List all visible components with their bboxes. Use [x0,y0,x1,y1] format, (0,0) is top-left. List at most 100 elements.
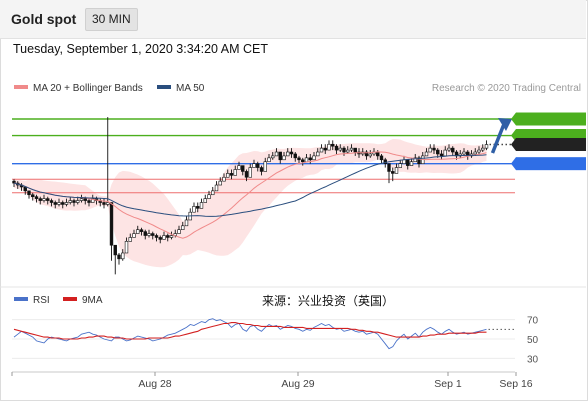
legend-swatch [14,85,28,89]
candle-body [68,200,72,203]
source-annotation: 来源：兴业投资（英国） [262,293,394,308]
level-tag-pointer [511,112,516,126]
candle-body [83,198,87,201]
candle-body [259,167,264,172]
level-tag-pointer [511,129,516,143]
level-tag-resistance [516,112,586,126]
candle-body [308,157,312,161]
candle-body [154,235,159,238]
candle-body [484,144,489,149]
candle-body [301,159,305,163]
candle-body [439,153,444,157]
candle-body [128,237,132,242]
candle-body [334,145,339,151]
candle-body [42,198,46,201]
candle-body [87,200,91,203]
candle-body [162,235,166,240]
candle-body [402,159,406,164]
candle-body [436,149,440,155]
candle-body [64,202,69,205]
candle-body [109,202,114,246]
level-tag-last [516,138,586,152]
candle-body [409,161,414,166]
candle-body [323,147,327,151]
rsi-legend-swatch [63,297,77,301]
candle-body [248,167,252,178]
legend-label: MA 50 [176,83,205,94]
candle-body [424,151,429,157]
candle-body [252,163,256,168]
candle-body [443,149,447,157]
candle-body [49,200,54,203]
candle-body [481,147,485,151]
candle-body [271,155,275,159]
candle-body [256,163,260,168]
candle-body [121,252,125,260]
candle-body [297,157,301,161]
bollinger-band-fill [14,139,487,268]
candle-body [79,198,84,201]
candle-body [23,186,27,192]
x-tick-label: Aug 28 [138,378,171,390]
candle-body [473,151,477,155]
candle-body [61,202,65,205]
timestamp: Tuesday, September 1, 2020 3:34:20 AM CE… [13,42,269,56]
candle-body [391,171,395,174]
candle-body [27,190,31,196]
candle-body [147,233,151,236]
candle-body [106,202,110,205]
x-tick-label: Aug 29 [281,378,314,390]
candle-body [383,159,387,164]
candle-body [432,147,436,151]
candle-body [46,198,50,201]
candle-body [124,241,129,254]
candle-body [413,157,417,163]
candle-body [12,180,16,184]
candle-body [91,198,95,203]
rsi-legend-label: RSI [33,295,50,306]
candle-body [207,194,211,199]
candle-body [394,167,399,174]
candle-body [229,173,234,176]
rsi-tick-label: 50 [527,335,539,346]
candle-body [233,169,237,176]
candle-body [214,184,219,192]
instrument-title: Gold spot [11,11,77,27]
rsi-legend-label: 9MA [82,295,103,306]
candle-body [192,206,196,213]
candle-body [406,159,410,166]
candle-body [312,155,316,161]
candle-body [428,147,432,153]
candle-body [331,143,335,147]
candle-body [211,190,215,196]
candle-body [237,165,241,170]
forecast-arrow-head [498,118,512,132]
candle-body [53,202,57,205]
candle-body [349,147,354,151]
candle-body [226,173,230,178]
candle-body [184,219,189,227]
candle-body [218,180,222,186]
candle-body [203,198,207,203]
candle-body [342,147,346,153]
candle-body [368,153,372,157]
candle-body [278,151,282,161]
level-tag-pointer [511,157,516,171]
candle-body [241,165,245,172]
candle-body [293,153,297,159]
candle-body [346,149,350,153]
candle-body [34,196,39,199]
candle-body [376,151,380,157]
candle-body [379,155,384,161]
candle-body [38,198,42,201]
ma20-line [13,151,487,239]
candle-body [316,151,320,157]
candle-body [353,147,357,153]
timeframe-button[interactable]: 30 MIN [85,8,138,31]
candle-body [398,163,402,168]
candle-body [113,244,117,256]
candle-body [76,200,80,203]
legend-swatch [157,85,171,89]
candle-body [447,147,451,151]
candle-body [166,235,170,238]
